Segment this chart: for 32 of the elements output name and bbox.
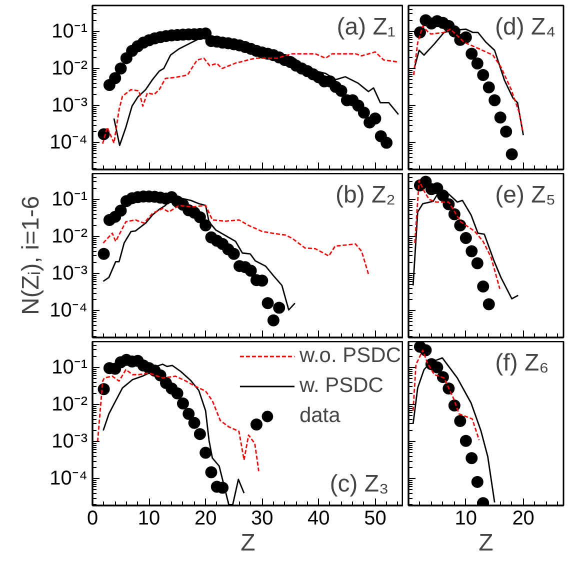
y-tick-label: 10⁻³ [52,94,88,117]
x-tick-label: 50 [364,508,386,530]
y-tick-label: 10⁻⁴ [50,300,88,322]
annotation: (f) Z₆ [495,350,549,376]
y-tick-label: 10⁻² [52,58,88,80]
annotation: (a) Z₁ [336,14,396,40]
annotation: (d) Z₄ [495,14,556,40]
y-tick-label: 10⁻¹ [52,356,88,378]
y-tick-label: 10⁻¹ [52,20,88,42]
x-tick-label: 20 [512,508,534,530]
x-axis-title: Z [240,530,256,556]
y-tick-label: 10⁻⁴ [50,132,88,154]
y-tick-label: 10⁻³ [52,430,88,453]
annotation: (b) Z₂ [336,182,396,208]
legend-label: w.o. PSDC [299,343,401,369]
x-tick-label: 10 [454,508,478,530]
y-tick-label: 10⁻² [52,394,88,416]
y-tick-label: 10⁻³ [52,262,88,285]
x-tick-label: 40 [308,508,330,530]
y-tick-label: 10⁻⁴ [50,468,88,490]
y-tick-label: 10⁻² [52,226,88,248]
x-axis-title: Z [478,530,494,556]
annotation: (c) Z₃ [330,470,389,498]
legend-label: w. PSDC [299,373,384,399]
y-axis-title: N(Zᵢ), i=1-6 [18,196,45,316]
x-tick-label: 30 [251,508,274,530]
legend-label: data [299,403,340,429]
x-tick-label: 10 [138,508,160,530]
annotation: (e) Z₅ [495,182,556,208]
x-tick-label: 20 [194,508,217,530]
x-tick-label: 0 [86,508,98,530]
y-tick-label: 10⁻¹ [52,188,88,210]
